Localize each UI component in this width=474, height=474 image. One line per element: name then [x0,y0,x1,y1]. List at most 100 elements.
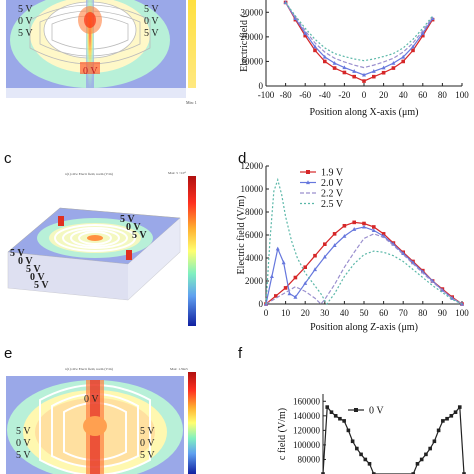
data-point [436,428,441,433]
series-line [265,177,463,306]
y-tick-label: 100000 [293,440,321,450]
sim-c-label: 0 V [30,272,45,283]
data-point [430,16,435,21]
data-point [460,302,464,306]
sim-e-label: 5 V [16,450,31,461]
data-point [411,259,415,264]
x-tick-label: 10 [281,308,291,318]
sim-e-label: 0 V [84,394,99,405]
data-point [332,232,337,236]
data-point [381,233,386,238]
x-tick-label: 0 [362,90,367,100]
legend-label: 2.0 V [321,178,344,189]
data-point [362,221,366,226]
sim-c-title: x(1)=Ow Electr field, norm (V/m) [65,172,114,177]
legend-marker [354,408,358,412]
data-point [293,294,298,299]
data-point [445,416,449,421]
legend-label: 1.9 V [321,168,344,179]
data-point [460,301,464,306]
y-tick-label: 0 [259,81,264,91]
data-point [421,33,425,38]
data-point [440,288,445,292]
y-tick-label: 160000 [293,396,321,406]
data-point [329,410,334,414]
series-line [322,405,465,474]
legend-marker [306,180,310,185]
data-point [293,275,298,280]
data-point [363,457,368,462]
data-point [283,0,288,5]
data-point [391,60,396,65]
x-tick-label: 80 [438,90,448,100]
data-point [264,301,268,306]
data-point [430,278,435,283]
data-point [293,17,298,22]
x-tick-label: 60 [418,90,428,100]
sim-e-colorbar-max: Max: 1.59e5 [170,367,188,371]
simulation-image-c: x(1)=Ow Electr field, norm (V/m) Max: 5 … [7,171,196,326]
data-point [313,48,317,53]
x-axis-label: Position along Z-axis (μm) [310,322,418,333]
x-tick-label: 100 [455,90,469,100]
y-tick-label: 10000 [241,184,264,194]
data-point [275,246,280,251]
data-point [367,462,372,466]
data-point [362,79,366,83]
data-point [274,294,278,298]
data-point [332,66,337,70]
x-tick-label: -80 [280,90,292,100]
data-point [411,48,415,53]
y-tick-label: 6000 [245,230,264,240]
panel-label-e: e [4,345,13,362]
x-tick-label: 30 [320,308,330,318]
sim-c-label: 5 V [34,280,49,291]
x-tick-label: 0 [264,308,269,318]
data-point [453,410,458,414]
data-point [371,69,376,73]
simulation-image-e: x(1)=Ow Electr field, norm (V/m) Max: 1.… [6,367,196,474]
panel-label-f: f [238,345,243,362]
y-axis-label: Electric field (V/m) [236,196,247,275]
y-tick-label: 20000 [241,32,264,42]
data-point [355,446,359,451]
x-axis-label: Position along X-axis (μm) [310,107,419,118]
data-point [450,295,454,299]
sim-e-label: 5 V [16,426,31,437]
data-point [401,54,406,59]
data-point [338,416,342,421]
sim-a-label: 0 V [18,16,33,27]
x-tick-label: 90 [438,308,448,318]
y-axis-label: Electric field ( [239,13,250,71]
data-point [372,74,376,79]
data-point [352,69,357,73]
sim-a-label: 5 V [144,28,159,39]
data-point [411,44,415,49]
y-axis-label: c field (V/m) [277,408,288,460]
sim-c-label: 0 V [126,222,141,233]
data-point [430,17,435,22]
data-point [346,428,351,433]
sim-a-label: 5 V [144,4,159,15]
x-tick-label: -60 [299,90,311,100]
sim-c-label: 5 V [10,248,25,259]
legend-label: 2.5 V [321,199,344,210]
y-tick-label: 8000 [245,207,264,217]
data-point [430,279,435,283]
x-tick-label: 50 [360,308,370,318]
data-point [359,452,363,457]
sim-e-label: 0 V [16,438,31,449]
data-point [420,30,425,35]
y-tick-label: 10000 [241,56,264,66]
data-point [428,446,432,451]
data-point [372,225,376,229]
data-point [381,70,386,75]
data-point [323,59,327,64]
data-point [401,250,405,255]
data-point [342,233,347,238]
sim-a-colorbar-min: Min: 1 [186,100,197,105]
data-point [371,228,376,232]
data-point [303,265,307,269]
data-point [415,462,420,466]
series-line [285,2,434,76]
